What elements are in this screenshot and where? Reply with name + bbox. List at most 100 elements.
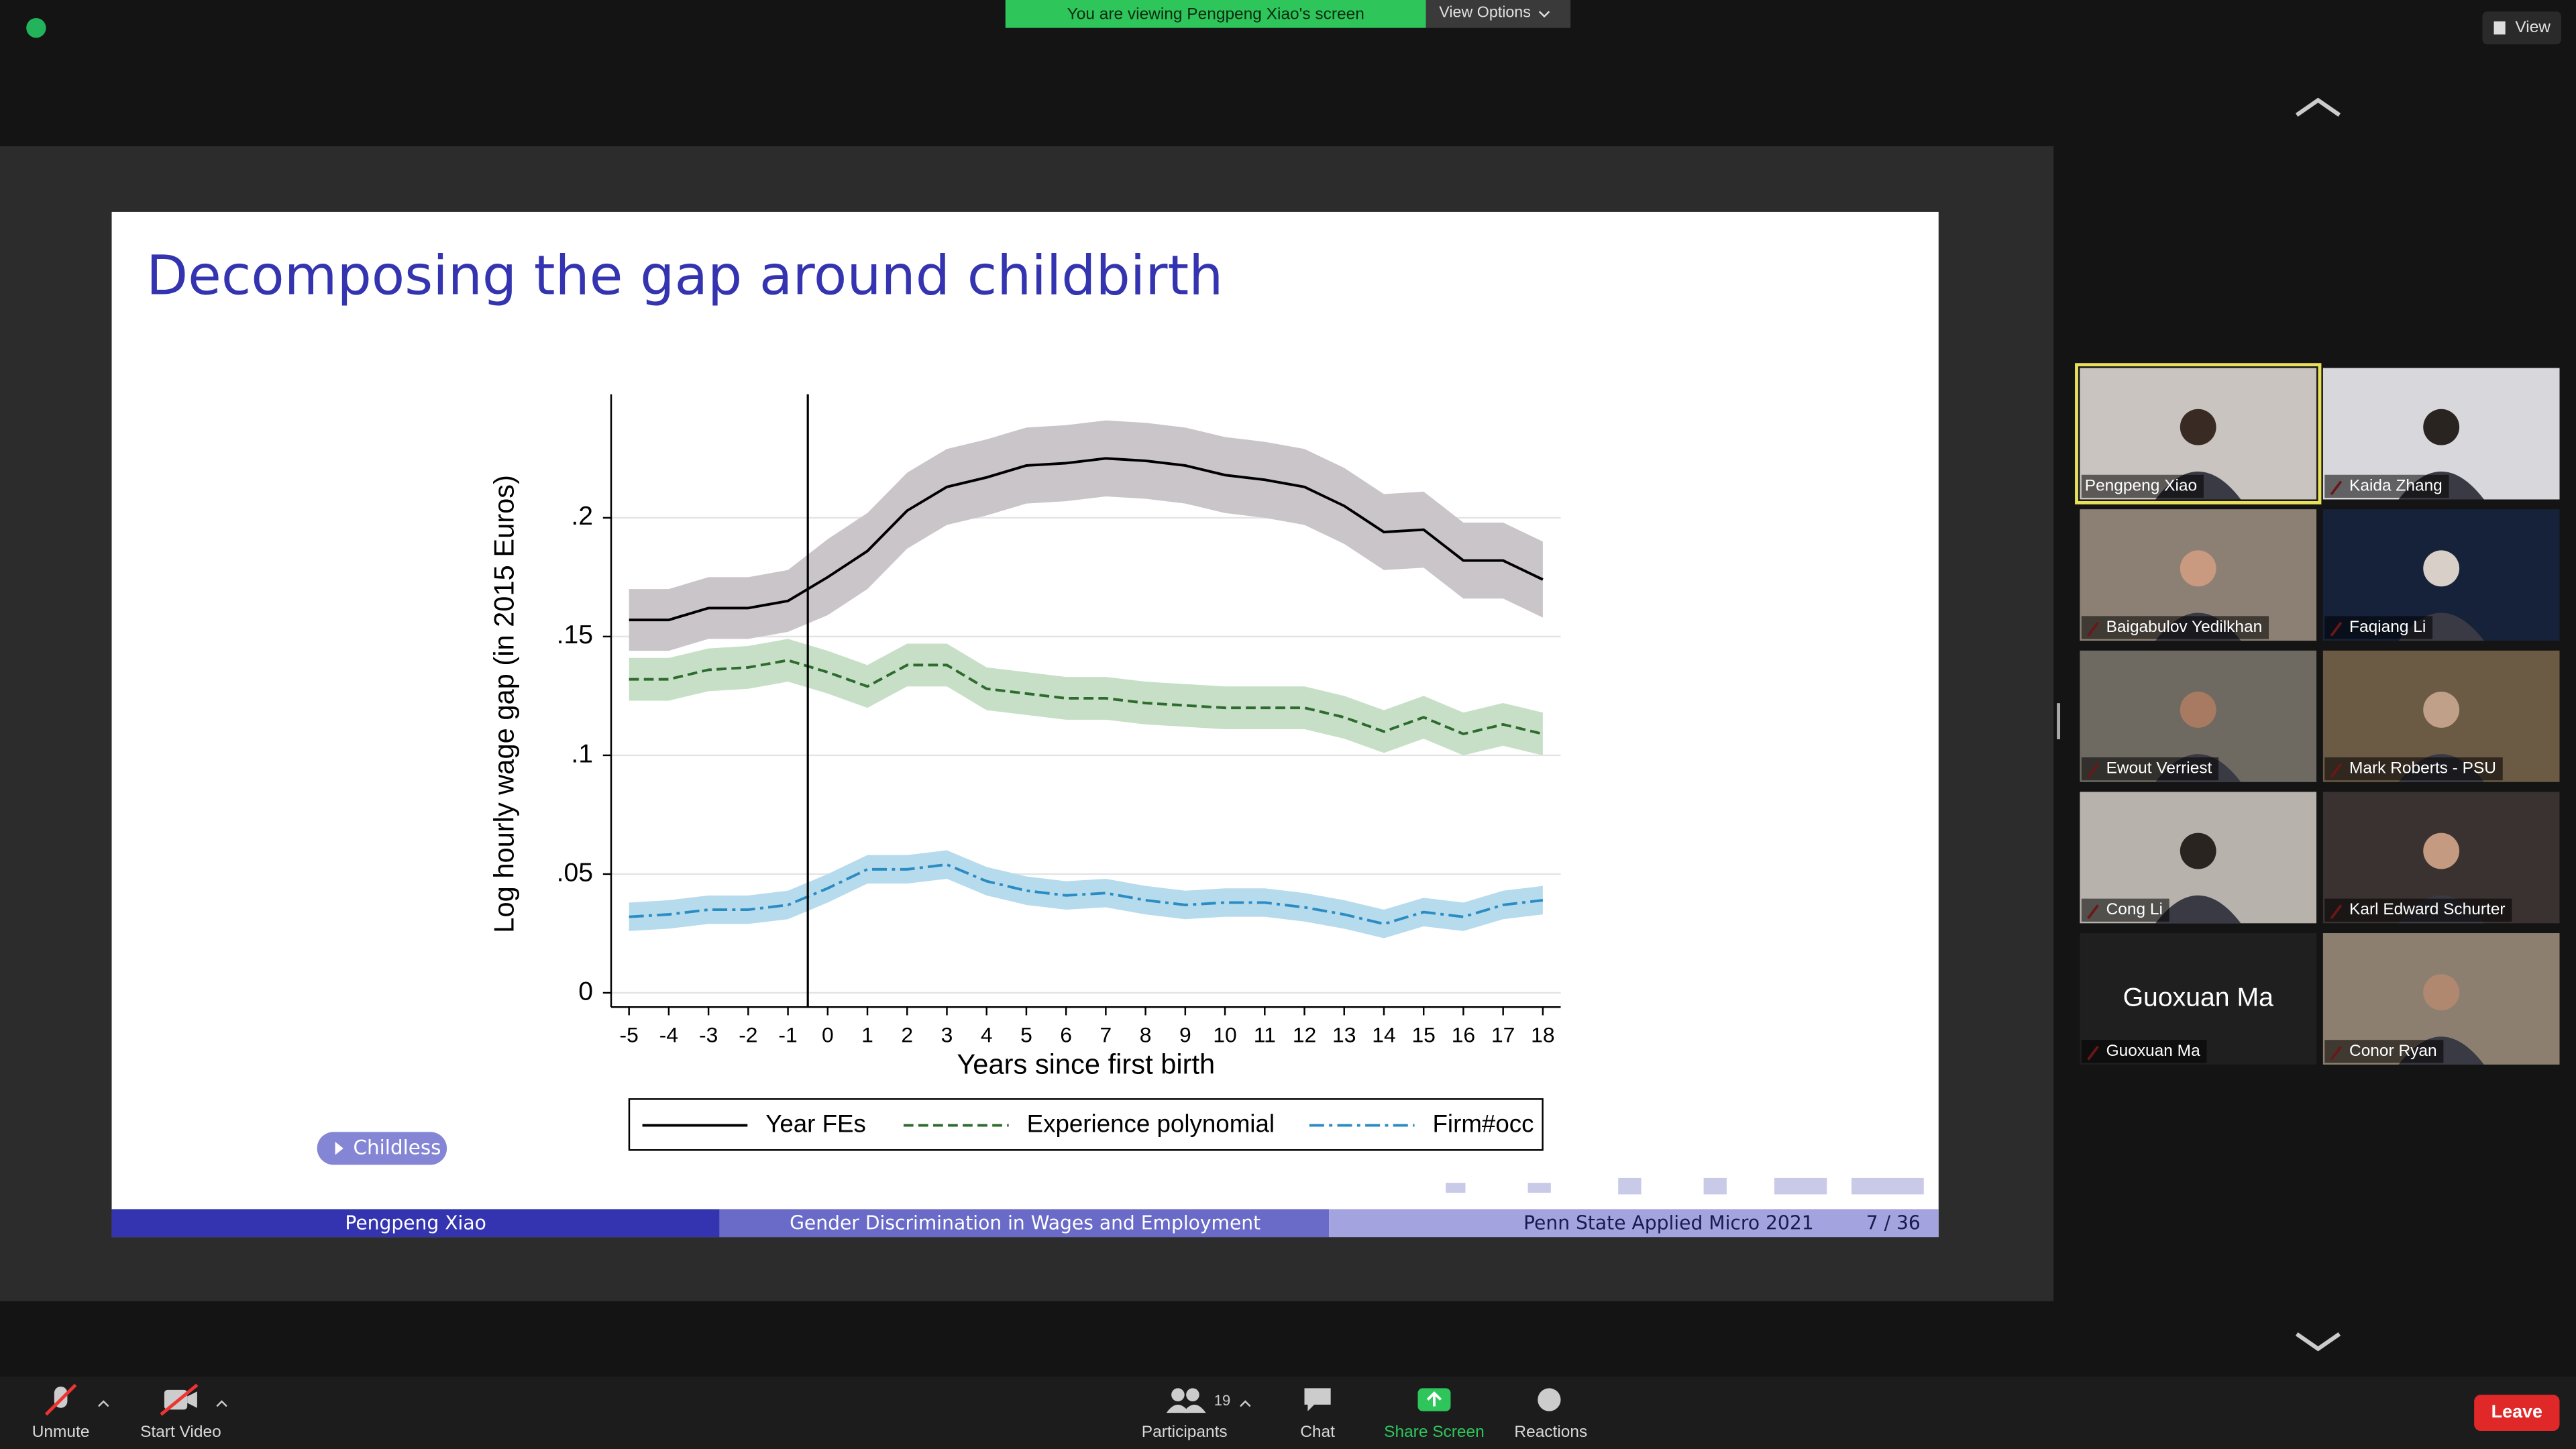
name-backdrop — [2081, 898, 2169, 922]
y-tick-label: .05 — [557, 858, 593, 887]
x-tick-label: -2 — [739, 1023, 757, 1047]
name-backdrop — [2081, 757, 2219, 781]
participant-name: Baigabulov Yedilkhan — [2106, 618, 2263, 636]
x-tick-label: 1 — [861, 1023, 873, 1047]
y-tick-label: .15 — [557, 621, 593, 649]
slide — [111, 211, 1939, 1238]
view-text: View — [2515, 18, 2551, 36]
participant-head — [2423, 692, 2460, 728]
participant-count: 19 — [1214, 1392, 1231, 1409]
button-text: Childless — [354, 1136, 441, 1159]
x-tick-label: 13 — [1332, 1023, 1356, 1047]
y-axis-label: Log hourly wage gap (in 2015 Euros) — [488, 475, 519, 933]
y-tick-label: 0 — [578, 977, 593, 1006]
footer-author: Pengpeng Xiao — [345, 1212, 486, 1234]
x-tick-label: 6 — [1060, 1023, 1072, 1047]
scroll-up[interactable] — [2295, 97, 2341, 117]
unmute-button[interactable] — [44, 1383, 77, 1416]
x-tick-label: 14 — [1372, 1023, 1395, 1047]
x-tick-label: 11 — [1254, 1023, 1276, 1047]
x-tick-label: 17 — [1491, 1023, 1515, 1047]
participant-body — [2155, 895, 2241, 924]
share-label: Share Screen — [1384, 1423, 1485, 1441]
x-tick-label: -1 — [778, 1023, 797, 1047]
slide-title: Decomposing the gap around childbirth — [146, 244, 1223, 307]
footer-author-bar — [111, 1209, 720, 1238]
x-tick-label: 8 — [1140, 1023, 1152, 1047]
childless-button[interactable] — [317, 1132, 447, 1165]
series-line — [629, 457, 1544, 622]
legend-label: Experience polynomial — [1027, 1110, 1275, 1137]
unmute-label: Unmute — [32, 1423, 90, 1441]
footer-talk: Gender Discrimination in Wages and Emplo… — [790, 1212, 1260, 1234]
splitter[interactable] — [2057, 703, 2061, 740]
video-button[interactable] — [160, 1383, 199, 1416]
menu-carets[interactable] — [98, 1400, 1251, 1407]
beamer-nav[interactable] — [1446, 1177, 1924, 1195]
name-backdrop — [2081, 1040, 2207, 1063]
x-tick-label: 16 — [1452, 1023, 1475, 1047]
name-backdrop — [2324, 757, 2503, 781]
view-options-text: View Options — [1439, 3, 1531, 21]
y-tick-label: .2 — [571, 502, 593, 531]
leave-button[interactable] — [2474, 1395, 2560, 1432]
participant-head — [2423, 409, 2460, 445]
participants-label: Participants — [1142, 1423, 1228, 1441]
x-tick-label: -3 — [699, 1023, 718, 1047]
chat-icon[interactable] — [1304, 1388, 1331, 1411]
participant-head — [2423, 550, 2460, 587]
participant-name: Conor Ryan — [2349, 1042, 2437, 1060]
participant-name: Ewout Verriest — [2106, 759, 2212, 777]
name-backdrop — [2324, 616, 2433, 639]
name-backdrop — [2324, 898, 2512, 922]
participant-name: Cong Li — [2106, 900, 2163, 918]
legend-box — [628, 1098, 1544, 1151]
security-icon[interactable] — [26, 17, 46, 38]
chart: 0.05.1.15.2-5 -4 -3 -2 -1 0 1 2 3 4 5 6 7 8 9 10 11 12 13 1… — [488, 394, 1561, 1151]
toolbar — [0, 1377, 2576, 1449]
participant-name: Mark Roberts - PSU — [2349, 759, 2496, 777]
view-button[interactable] — [2482, 11, 2561, 45]
name-backdrop — [2324, 474, 2449, 498]
button-arrow — [335, 1142, 343, 1155]
participants-icon[interactable] — [1166, 1388, 1206, 1413]
participant-head — [2423, 974, 2460, 1011]
confidence-band — [629, 850, 1543, 938]
x-tick-label: 10 — [1213, 1023, 1236, 1047]
footer-venue: Penn State Applied Micro 2021 — [1523, 1212, 1814, 1234]
x-tick-label: 2 — [901, 1023, 913, 1047]
x-tick-label: 15 — [1411, 1023, 1435, 1047]
active-speaker-frame — [2075, 363, 2322, 504]
participant-head — [2180, 692, 2216, 728]
footer-venue-bar — [1329, 1209, 1939, 1238]
participant-name: Pengpeng Xiao — [2085, 476, 2197, 494]
name-backdrop — [2081, 616, 2269, 639]
share-arrow — [1426, 1391, 1442, 1407]
x-tick-label: 4 — [981, 1023, 993, 1047]
view-icon — [2493, 21, 2506, 35]
x-tick-label: -4 — [659, 1023, 678, 1047]
x-tick-label: 5 — [1020, 1023, 1032, 1047]
x-tick-label: 3 — [941, 1023, 953, 1047]
participant-name: Karl Edward Schurter — [2349, 900, 2506, 918]
footer-page: 7 / 36 — [1866, 1212, 1921, 1234]
reactions-icon[interactable] — [1538, 1388, 1561, 1411]
participant-name: Faqiang Li — [2349, 618, 2426, 636]
legend-label: Year FEs — [765, 1110, 866, 1137]
video-label: Start Video — [140, 1423, 221, 1441]
x-tick-label: 0 — [822, 1023, 834, 1047]
x-axis-label: Years since first birth — [957, 1048, 1215, 1079]
x-tick-label: 9 — [1179, 1023, 1191, 1047]
footer-talk-bar — [719, 1209, 1330, 1238]
participant-head — [2180, 833, 2216, 869]
name-backdrop — [2324, 1040, 2444, 1063]
scroll-down[interactable] — [2295, 1332, 2341, 1352]
y-tick-label: .1 — [571, 739, 593, 768]
x-tick-label: 18 — [1531, 1023, 1554, 1047]
x-tick-label: 12 — [1293, 1023, 1316, 1047]
chat-label: Chat — [1300, 1423, 1335, 1441]
participant-grid: Pengpeng Xiao Kaida Zhang Baigabulov Yedil… — [2075, 363, 2560, 1065]
participant-name: Guoxuan Ma — [2106, 1042, 2200, 1060]
